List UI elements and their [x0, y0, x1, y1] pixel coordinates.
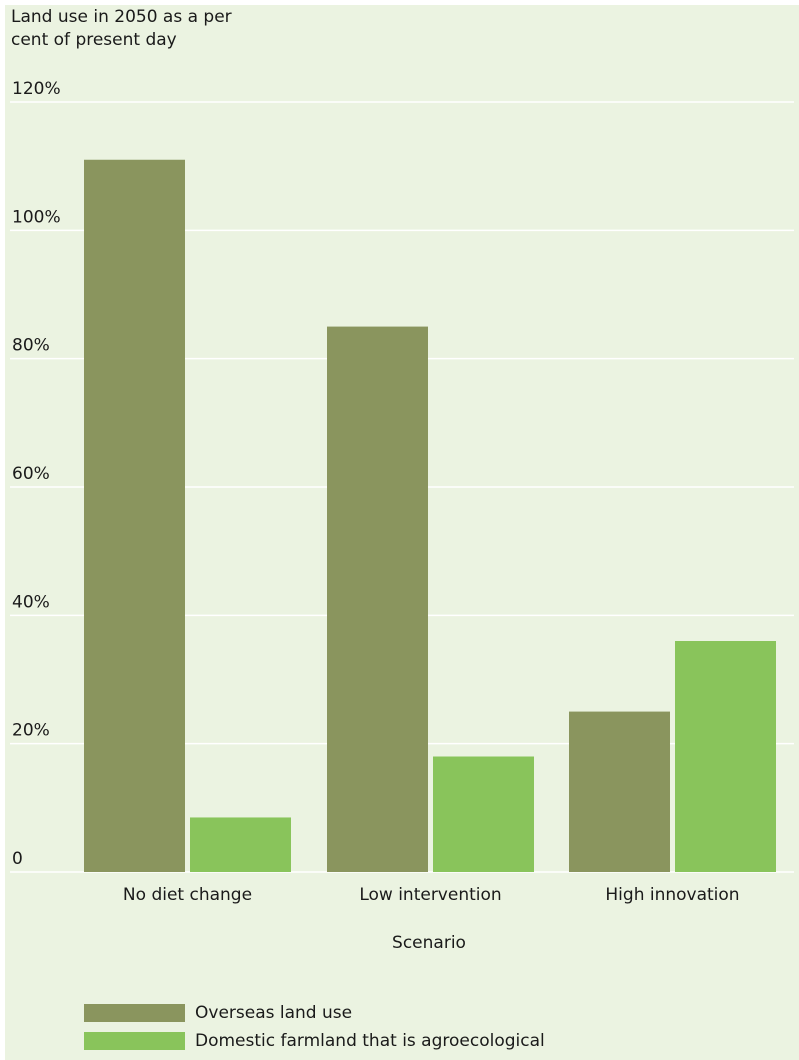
legend-swatch-overseas	[84, 1004, 185, 1022]
y-tick-label-40: 40%	[12, 592, 50, 612]
bar-domestic-0	[190, 817, 291, 872]
legend-item-overseas: Overseas land use	[84, 1004, 545, 1022]
y-tick-label-0: 0	[12, 849, 23, 869]
bar-overseas-2	[569, 711, 670, 872]
bar-overseas-0	[84, 159, 185, 872]
legend-item-domestic: Domestic farmland that is agroecological	[84, 1032, 545, 1050]
legend-label-overseas: Overseas land use	[195, 1003, 353, 1023]
y-axis-title: Land use in 2050 as a per cent of presen…	[11, 7, 232, 50]
x-category-label-2: High innovation	[605, 885, 739, 905]
y-tick-label-20: 20%	[12, 721, 50, 741]
y-tick-label-120: 120%	[12, 79, 61, 99]
bar-domestic-1	[433, 756, 534, 872]
bar-domestic-2	[675, 641, 776, 872]
legend-label-domestic: Domestic farmland that is agroecological	[195, 1031, 545, 1051]
y-tick-label-80: 80%	[12, 336, 50, 356]
x-category-label-1: Low intervention	[359, 885, 501, 905]
bar-overseas-1	[327, 326, 428, 872]
x-axis-title: Scenario	[392, 933, 466, 953]
x-category-label-0: No diet change	[123, 885, 252, 905]
y-tick-label-100: 100%	[12, 207, 61, 227]
y-tick-label-60: 60%	[12, 464, 50, 484]
legend: Overseas land use Domestic farmland that…	[84, 1004, 545, 1060]
bar-chart: 0 20% 40% 60% 80% 100% 120% No diet change Low i…	[10, 79, 794, 905]
legend-swatch-domestic	[84, 1032, 185, 1050]
